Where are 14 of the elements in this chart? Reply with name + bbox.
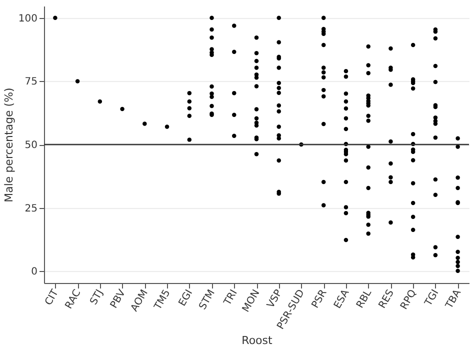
- x-axis-title: Roost: [242, 334, 274, 348]
- x-tick-label: TRI: [222, 288, 240, 308]
- y-tick-label: 25: [24, 203, 38, 214]
- y-tick-label: 75: [24, 76, 38, 88]
- x-tick-label: TGI: [422, 288, 442, 309]
- x-tick-label: EGI: [177, 288, 196, 308]
- x-tick-label: RBL: [354, 288, 374, 310]
- x-tick-label: CIT: [43, 287, 62, 308]
- x-tick-label: TBA: [444, 288, 464, 312]
- y-tick-label: 100: [18, 13, 38, 24]
- y-axis-title: Male percentage (%): [2, 88, 16, 202]
- y-tick-label: 0: [31, 266, 38, 278]
- x-tick-label: STJ: [88, 288, 106, 307]
- y-tick-label: 50: [24, 140, 38, 151]
